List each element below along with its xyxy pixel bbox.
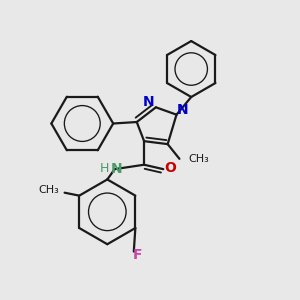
Text: N: N xyxy=(143,95,154,109)
Text: F: F xyxy=(133,248,142,262)
Text: O: O xyxy=(164,161,176,175)
Text: N: N xyxy=(177,103,189,117)
Text: CH₃: CH₃ xyxy=(39,185,59,195)
Text: H: H xyxy=(100,162,110,175)
Text: CH₃: CH₃ xyxy=(189,154,210,164)
Text: N: N xyxy=(110,162,122,176)
